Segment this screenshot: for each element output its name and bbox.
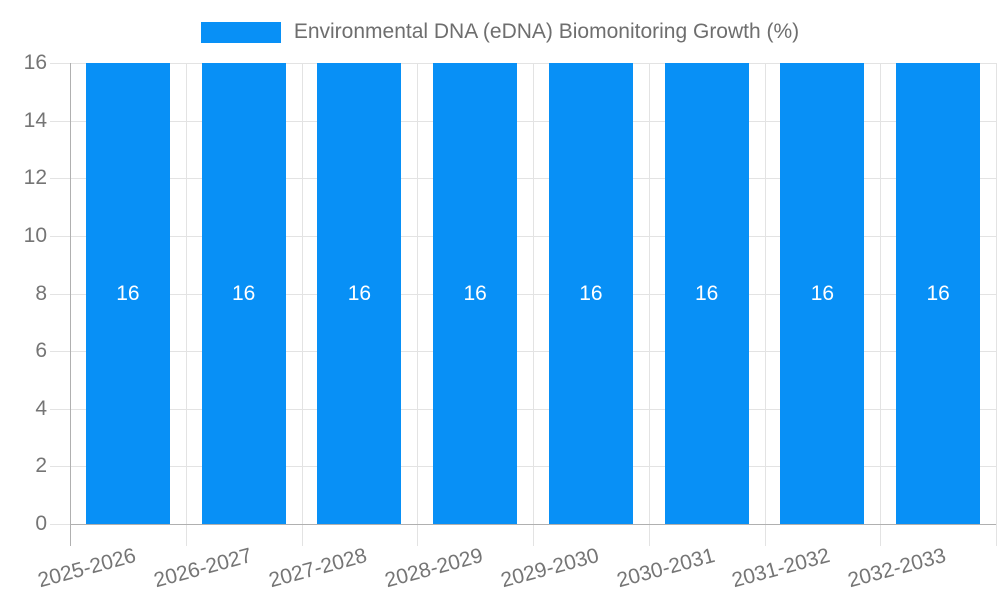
gridline-h [50, 293, 996, 295]
bar-value-label: 16 [116, 281, 140, 305]
chart-legend[interactable]: Environmental DNA (eDNA) Biomonitoring G… [0, 21, 1000, 43]
bar-value-label: 16 [463, 281, 487, 305]
gridline-h [50, 120, 996, 122]
gridline-h [50, 466, 996, 468]
legend-swatch-icon [200, 21, 281, 43]
gridline-v [533, 63, 534, 546]
gridline-h [50, 235, 996, 237]
gridline-h [50, 63, 996, 64]
bar-value-label: 16 [810, 281, 835, 305]
bar-value-label: 16 [926, 281, 950, 305]
bar-value-label: 16 [347, 281, 372, 305]
y-axis-tick-label: 16 [23, 51, 47, 74]
y-axis-line [70, 63, 71, 546]
y-axis-tick-label: 6 [35, 339, 47, 363]
gridline-v [649, 63, 650, 546]
x-axis-line [70, 524, 996, 525]
gridline-h [50, 524, 70, 525]
y-axis-tick-label: 0 [35, 512, 47, 535]
bar-2030-2031[interactable] [665, 63, 749, 524]
gridline-v [765, 63, 766, 546]
x-axis-label: 2032-2033 [752, 544, 948, 592]
gridline-v [417, 63, 418, 546]
y-axis-tick-label: 8 [35, 281, 47, 305]
bar-2026-2027[interactable] [202, 63, 286, 524]
gridline-v [302, 63, 303, 546]
bar-value-label: 16 [579, 281, 603, 305]
bar-2029-2030[interactable] [549, 63, 633, 524]
x-axis-label-text: 2032-2033 [844, 544, 948, 593]
bar-2028-2029[interactable] [433, 63, 517, 524]
y-axis-tick-label: 12 [23, 166, 47, 190]
gridline-h [50, 351, 996, 353]
gridline-v [880, 63, 881, 546]
bar-2025-2026[interactable] [86, 63, 170, 524]
gridline-h [50, 178, 996, 180]
gridline-v [186, 63, 187, 546]
y-axis-tick-label: 2 [35, 454, 47, 478]
legend-label: Environmental DNA (eDNA) Biomonitoring G… [293, 20, 800, 43]
plot-area: 0 2 4 6 8 10 12 14 16 16 2025-2026 16 2026-2027 16 202… [24, 51, 997, 592]
y-axis-tick-label: 4 [35, 396, 47, 420]
bar-value-label: 16 [694, 281, 719, 305]
y-axis-tick-label: 10 [23, 223, 47, 247]
y-axis-tick-label: 14 [23, 108, 47, 132]
gridline-h [50, 408, 996, 410]
bar-2031-2032[interactable] [780, 63, 864, 524]
bar-2027-2028[interactable] [317, 63, 401, 524]
bar-2032-2033[interactable] [896, 63, 980, 524]
gridline-v [996, 63, 997, 546]
bar-value-label: 16 [231, 281, 256, 305]
